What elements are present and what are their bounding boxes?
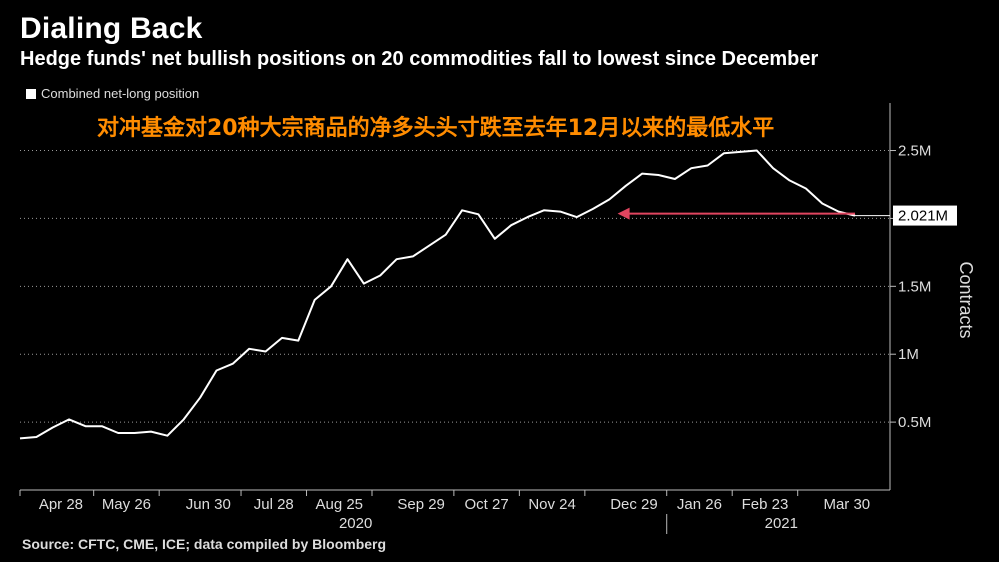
x-tick-label-7: Nov 24 xyxy=(528,496,576,513)
arrow-head xyxy=(617,207,630,220)
x-tick-label-8: Dec 29 xyxy=(610,496,658,513)
legend: Combined net-long position xyxy=(26,86,199,101)
year-label-0: 2020 xyxy=(339,515,372,532)
x-tick-label-6: Oct 27 xyxy=(465,496,509,513)
x-tick-label-1: May 26 xyxy=(102,496,151,513)
y-tick-label-0: 0.5M xyxy=(898,414,931,431)
x-tick-label-10: Feb 23 xyxy=(742,496,789,513)
series-line xyxy=(19,149,856,440)
y-tick-label-1: 1M xyxy=(898,346,919,363)
x-tick-label-4: Aug 25 xyxy=(315,496,363,513)
chinese-annotation: 对冲基金对20种大宗商品的净多头头寸跌至去年12月以来的最低水平 xyxy=(97,116,775,141)
y-tick-label-4: 2.5M xyxy=(898,143,931,160)
y-axis-title: Contracts xyxy=(956,261,976,338)
x-tick-label-5: Sep 29 xyxy=(397,496,445,513)
x-tick-label-3: Jul 28 xyxy=(254,496,294,513)
x-tick-label-2: Jun 30 xyxy=(186,496,231,513)
legend-label: Combined net-long position xyxy=(41,86,200,101)
last-value-box xyxy=(893,205,957,226)
last-value-label: 2.021M xyxy=(898,208,948,225)
year-label-1: 2021 xyxy=(765,515,798,532)
x-tick-label-0: Apr 28 xyxy=(39,496,83,513)
chart-subtitle: Hedge funds' net bullish positions on 20… xyxy=(20,48,819,70)
y-tick-label-2: 1.5M xyxy=(898,278,931,295)
legend-swatch xyxy=(26,88,36,99)
x-tick-label-11: Mar 30 xyxy=(823,496,870,513)
chart-title: Dialing Back xyxy=(20,12,203,45)
x-tick-label-9: Jan 26 xyxy=(677,496,722,513)
source-note: Source: CFTC, CME, ICE; data compiled by… xyxy=(22,536,387,552)
